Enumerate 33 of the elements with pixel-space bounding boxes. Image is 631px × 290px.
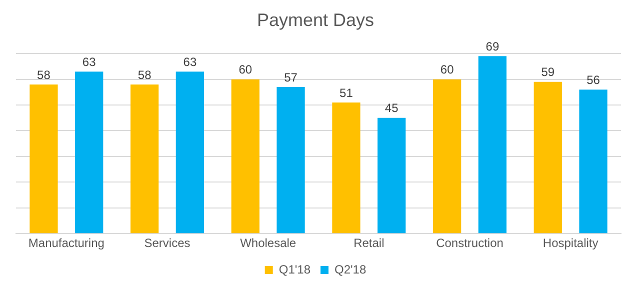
bar	[75, 72, 104, 234]
data-label: 60	[440, 62, 454, 77]
data-label: 57	[284, 70, 298, 84]
legend-label: Q2'18	[334, 262, 366, 276]
bar	[276, 87, 305, 234]
x-tick-label: Hospitality	[542, 236, 598, 250]
x-tick-label: Wholesale	[240, 236, 296, 250]
data-label: 60	[238, 62, 252, 77]
x-tick-label: Retail	[354, 236, 384, 250]
bar	[478, 56, 507, 234]
data-label: 69	[486, 39, 500, 54]
bar	[432, 79, 462, 234]
bar	[176, 72, 204, 234]
bar	[231, 79, 260, 234]
data-label: 51	[340, 86, 354, 100]
x-tick-label: Services	[144, 236, 190, 250]
data-label: 63	[183, 54, 197, 69]
bar	[30, 84, 58, 234]
bar	[130, 84, 159, 234]
data-label: 56	[586, 72, 600, 87]
data-label: 63	[82, 54, 96, 69]
data-label: 45	[384, 101, 399, 116]
legend-label: Q1'18	[278, 262, 311, 276]
bar	[579, 90, 608, 234]
data-label: 58	[37, 68, 51, 82]
data-label: 58	[138, 68, 152, 82]
bar	[332, 102, 360, 234]
data-label: 59	[541, 65, 555, 80]
bar	[534, 82, 562, 234]
x-tick-label: Construction	[436, 236, 504, 250]
x-tick-label: Manufacturing	[28, 236, 104, 250]
bar	[378, 118, 406, 234]
chart-title: Payment Days	[256, 10, 374, 30]
